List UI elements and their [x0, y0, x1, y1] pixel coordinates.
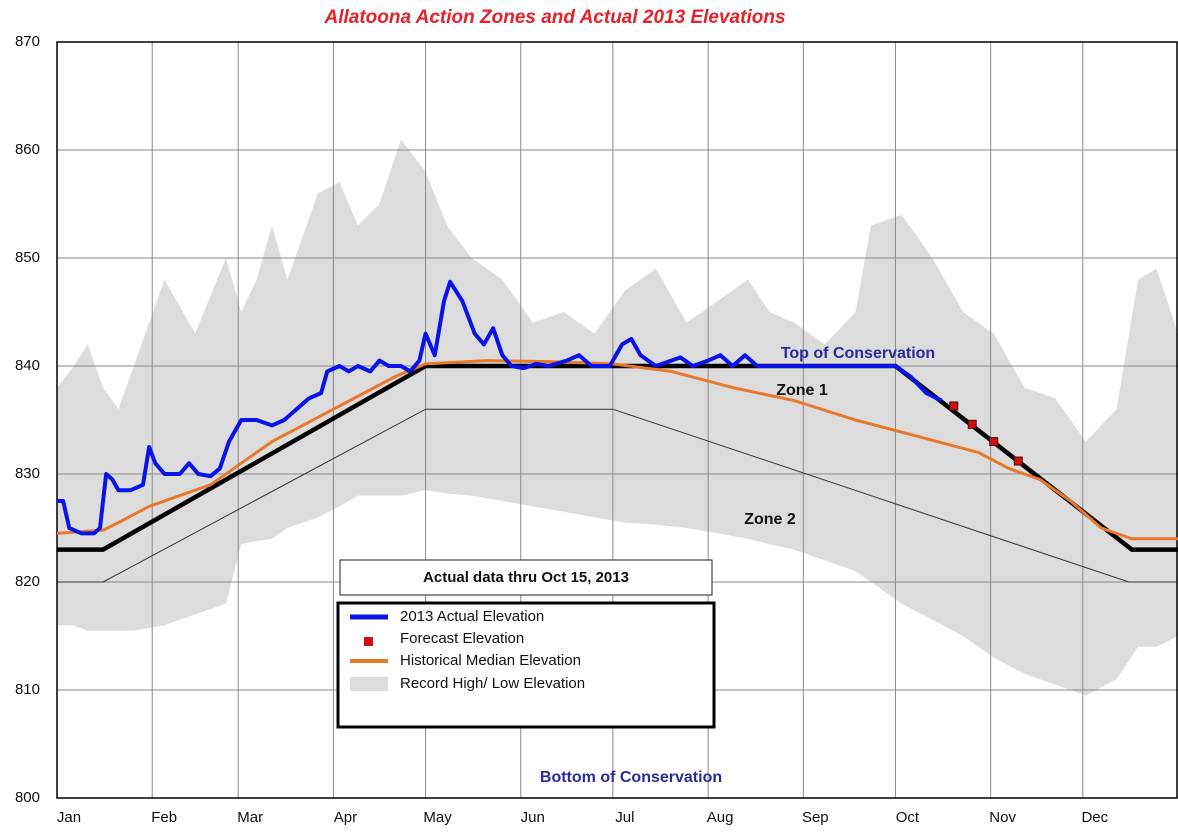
y-tick-label: 870 [15, 33, 40, 50]
forecast-marker [967, 419, 977, 429]
y-tick-label: 810 [15, 681, 40, 698]
y-tick-label: 800 [15, 789, 40, 806]
x-tick-label: Dec [1081, 809, 1108, 826]
annotation: Zone 2 [744, 511, 796, 528]
x-tick-label: Jan [57, 809, 81, 826]
x-tick-label: Mar [237, 809, 263, 826]
x-tick-label: Oct [896, 809, 920, 826]
x-tick-label: Nov [989, 809, 1016, 826]
x-tick-label: Jun [521, 809, 545, 826]
forecast-marker [949, 401, 959, 411]
x-tick-label: Aug [707, 809, 734, 826]
series-line [57, 279, 943, 536]
legend-label: Forecast Elevation [400, 630, 524, 647]
y-tick-label: 830 [15, 465, 40, 482]
legend-swatch [364, 637, 373, 646]
x-tick-label: Apr [334, 809, 357, 826]
note-box [339, 559, 713, 596]
plot-frame [56, 41, 1178, 799]
note: Actual data thru Oct 15, 2013 [423, 569, 629, 586]
x-tick-label: Jul [615, 809, 634, 826]
legend-label: Record High/ Low Elevation [400, 675, 585, 692]
x-tick-label: Sep [802, 809, 829, 826]
legend-label: Historical Median Elevation [400, 652, 581, 669]
y-tick-label: 840 [15, 357, 40, 374]
y-tick-label: 850 [15, 249, 40, 266]
y-tick-label: 820 [15, 573, 40, 590]
legend-box [336, 601, 716, 729]
forecast-marker [1013, 456, 1023, 466]
y-tick-label: 860 [15, 141, 40, 158]
legend-swatch [350, 677, 388, 691]
chart-title: Allatoona Action Zones and Actual 2013 E… [323, 7, 785, 28]
forecast-marker [989, 437, 999, 447]
annotation: Bottom of Conservation [540, 769, 722, 786]
series-line [56, 359, 1178, 541]
annotation: Top of Conservation [781, 345, 935, 362]
x-tick-label: Feb [151, 809, 177, 826]
x-tick-label: May [423, 809, 452, 826]
annotation: Zone 1 [776, 382, 828, 399]
record-band [57, 139, 1178, 696]
zone-line [57, 408, 1178, 583]
legend-label: 2013 Actual Elevation [400, 608, 544, 625]
